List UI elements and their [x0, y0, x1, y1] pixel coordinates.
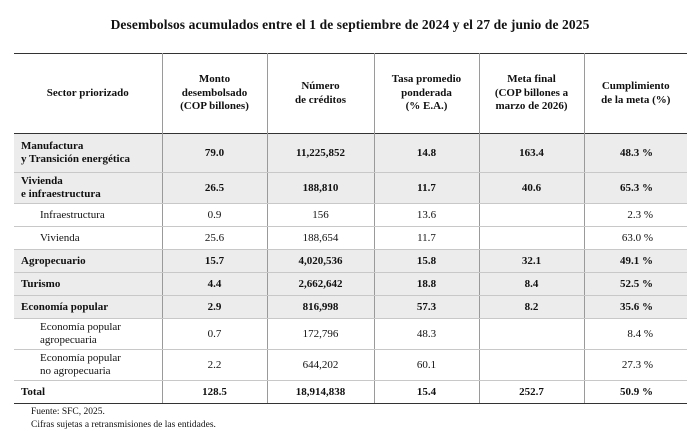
cell-tasa: 15.8	[373, 249, 479, 273]
cell-numero: 18,914,838	[266, 380, 374, 404]
cell-numero: 172,796	[266, 318, 374, 350]
disbursement-table: Sector priorizado Monto desembolsado (CO…	[14, 53, 687, 404]
cell-meta	[478, 318, 584, 350]
table-row: Economía popular agropecuaria 0.7 172,79…	[14, 318, 687, 350]
table-row: Economía popular 2.9 816,998 57.3 8.2 35…	[14, 295, 687, 319]
cell-numero: 188,654	[266, 226, 374, 250]
cell-meta: 40.6	[478, 172, 584, 204]
cell-monto: 79.0	[161, 133, 267, 173]
cell-cumplimiento: 63.0 %	[583, 226, 687, 250]
cell-monto: 0.9	[161, 203, 267, 227]
cell-sector: Manufactura y Transición energética	[14, 133, 162, 173]
cell-tasa: 11.7	[373, 226, 479, 250]
header-numero: Número de créditos	[266, 53, 374, 134]
cell-numero: 4,020,536	[266, 249, 374, 273]
cell-monto: 128.5	[161, 380, 267, 404]
cell-monto: 0.7	[161, 318, 267, 350]
cell-cumplimiento: 49.1 %	[583, 249, 687, 273]
cell-cumplimiento: 8.4 %	[583, 318, 687, 350]
cell-numero: 11,225,852	[266, 133, 374, 173]
cell-monto: 26.5	[161, 172, 267, 204]
cell-tasa: 14.8	[373, 133, 479, 173]
total-row: Total 128.5 18,914,838 15.4 252.7 50.9 %	[14, 380, 687, 404]
cell-meta	[478, 226, 584, 250]
cell-sector: Vivienda e infraestructura	[14, 172, 162, 204]
cell-monto: 2.9	[161, 295, 267, 319]
cell-cumplimiento: 35.6 %	[583, 295, 687, 319]
table-row: Infraestructura 0.9 156 13.6 2.3 %	[14, 203, 687, 227]
cell-meta: 32.1	[478, 249, 584, 273]
cell-cumplimiento: 2.3 %	[583, 203, 687, 227]
cell-sector: Economía popular	[14, 295, 162, 319]
cell-tasa: 18.8	[373, 272, 479, 296]
table-row: Vivienda e infraestructura 26.5 188,810 …	[14, 172, 687, 204]
table-row: Agropecuario 15.7 4,020,536 15.8 32.1 49…	[14, 249, 687, 273]
header-monto: Monto desembolsado (COP billones)	[161, 53, 267, 134]
cell-tasa: 15.4	[373, 380, 479, 404]
cell-sector: Economía popular no agropecuaria	[14, 349, 162, 381]
header-row: Sector priorizado Monto desembolsado (CO…	[14, 53, 687, 134]
cell-numero: 2,662,642	[266, 272, 374, 296]
table-title: Desembolsos acumulados entre el 1 de sep…	[110, 17, 590, 32]
cell-sector: Economía popular agropecuaria	[14, 318, 162, 350]
header-tasa: Tasa promedio ponderada (% E.A.)	[373, 53, 479, 134]
disclaimer-note: Cifras sujetas a retransmisiones de las …	[31, 419, 216, 430]
table-row: Vivienda 25.6 188,654 11.7 63.0 %	[14, 226, 687, 250]
cell-cumplimiento: 50.9 %	[583, 380, 687, 404]
cell-meta: 252.7	[478, 380, 584, 404]
cell-monto: 4.4	[161, 272, 267, 296]
cell-sector: Agropecuario	[14, 249, 162, 273]
cell-tasa: 60.1	[373, 349, 479, 381]
cell-cumplimiento: 27.3 %	[583, 349, 687, 381]
cell-sector: Vivienda	[14, 226, 162, 250]
source-note: Fuente: SFC, 2025.	[31, 407, 105, 417]
cell-numero: 156	[266, 203, 374, 227]
table-row: Economía popular no agropecuaria 2.2 644…	[14, 349, 687, 381]
cell-tasa: 48.3	[373, 318, 479, 350]
cell-meta	[478, 349, 584, 381]
header-sector: Sector priorizado	[46, 86, 129, 99]
cell-sector: Turismo	[14, 272, 162, 296]
cell-numero: 644,202	[266, 349, 374, 381]
cell-meta	[478, 203, 584, 227]
cell-cumplimiento: 65.3 %	[583, 172, 687, 204]
cell-numero: 188,810	[266, 172, 374, 204]
cell-monto: 15.7	[161, 249, 267, 273]
cell-tasa: 57.3	[373, 295, 479, 319]
cell-meta: 8.2	[478, 295, 584, 319]
header-meta: Meta final (COP billones a marzo de 2026…	[478, 53, 584, 134]
cell-tasa: 11.7	[373, 172, 479, 204]
cell-monto: 25.6	[161, 226, 267, 250]
header-cumplimiento: Cumplimiento de la meta (%)	[583, 53, 687, 134]
footnotes: Fuente: SFC, 2025. Cifras sujetas a retr…	[31, 406, 216, 431]
cell-cumplimiento: 52.5 %	[583, 272, 687, 296]
cell-sector: Infraestructura	[14, 203, 162, 227]
cell-meta: 163.4	[478, 133, 584, 173]
cell-meta: 8.4	[478, 272, 584, 296]
cell-numero: 816,998	[266, 295, 374, 319]
cell-monto: 2.2	[161, 349, 267, 381]
table-row: Manufactura y Transición energética 79.0…	[14, 133, 687, 173]
cell-sector: Total	[14, 380, 162, 404]
cell-tasa: 13.6	[373, 203, 479, 227]
table-row: Turismo 4.4 2,662,642 18.8 8.4 52.5 %	[14, 272, 687, 296]
cell-cumplimiento: 48.3 %	[583, 133, 687, 173]
